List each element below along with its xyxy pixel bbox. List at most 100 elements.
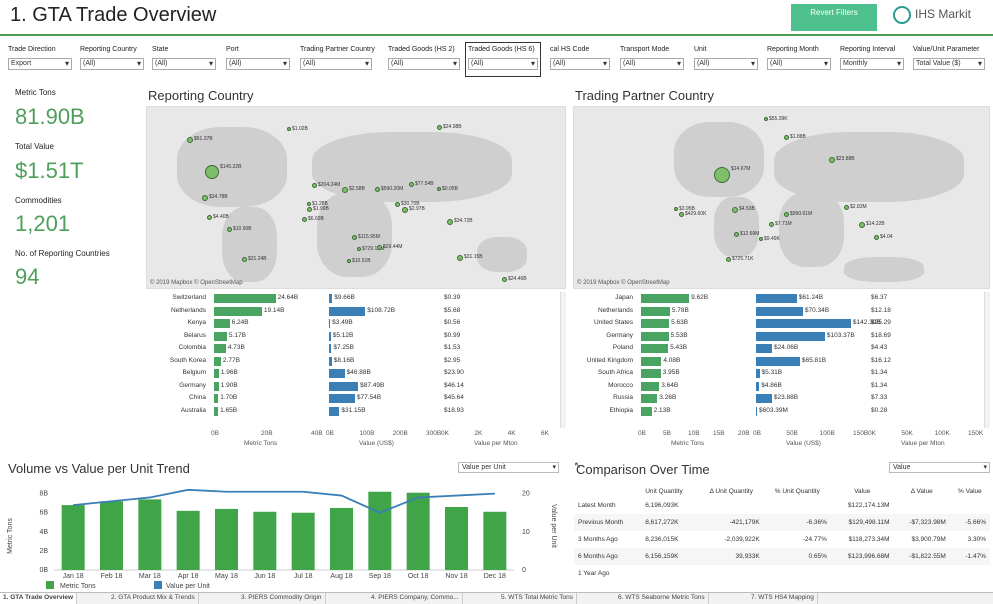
filter-select[interactable]: (All) <box>80 58 144 70</box>
bar-row[interactable]: Switzerland 24.64B $9.66B $0.39 <box>146 294 556 304</box>
map-bubble[interactable] <box>502 277 507 282</box>
filter-select[interactable]: (All) <box>152 58 216 70</box>
map-bubble[interactable] <box>187 137 193 143</box>
volume-bar <box>253 511 277 570</box>
filter-select[interactable]: Export <box>8 58 72 70</box>
map-bubble[interactable] <box>734 232 739 237</box>
reporting-country-map[interactable]: © 2019 Mapbox © OpenStreetMap $24.98B $1.… <box>146 106 566 289</box>
map-bubble[interactable] <box>357 247 361 251</box>
map-bubble[interactable] <box>307 207 312 212</box>
bar-row[interactable]: Germany 1.90B $87.49B $46.14 <box>146 381 556 392</box>
map-bubble[interactable] <box>227 227 232 232</box>
bar-row[interactable]: Belarus 5.17B $5.12B $0.99 <box>146 331 556 342</box>
filter-select[interactable]: (All) <box>620 58 684 70</box>
filter-select[interactable]: (All) <box>767 58 831 70</box>
map-bubble[interactable] <box>402 207 408 213</box>
bar-row[interactable]: Colombia 4.73B $7.25B $1.53 <box>146 344 556 354</box>
x-tick: Dec 18 <box>484 573 506 580</box>
map-bubble[interactable] <box>764 117 768 121</box>
map-bubble[interactable] <box>375 187 380 192</box>
value-bar <box>756 306 803 316</box>
map-bubble[interactable] <box>437 187 441 191</box>
map-bubble[interactable] <box>844 205 849 210</box>
map-bubble[interactable] <box>202 195 208 201</box>
sheet-tab[interactable]: 1. GTA Trade Overview <box>0 593 78 604</box>
sheet-tab[interactable]: 3. PIERS Commodity Origin <box>238 593 326 604</box>
map-bubble-label: $14.67M <box>731 166 751 172</box>
filter-select[interactable]: (All) <box>550 58 610 70</box>
map-bubble[interactable] <box>859 222 865 228</box>
comparison-cell: -5.66% <box>965 519 986 526</box>
filter-select[interactable]: (All) <box>300 58 372 70</box>
map-bubble[interactable] <box>874 235 879 240</box>
map-bubble[interactable] <box>287 127 291 131</box>
map-bubble[interactable] <box>784 212 789 217</box>
bar-row[interactable]: South Korea 2.77B $8.16B $2.95 <box>146 356 556 367</box>
bar-row[interactable]: Kenya 6.24B $3.49B $0.56 <box>146 319 556 329</box>
map-bubble[interactable] <box>342 187 348 193</box>
filter-select[interactable]: (All) <box>468 58 538 70</box>
map-bubble[interactable] <box>829 157 835 163</box>
sheet-tab[interactable]: 7. WTS HS4 Mapping <box>748 593 818 604</box>
map-bubble[interactable] <box>732 207 738 213</box>
filter-label: cal HS Code <box>550 46 590 53</box>
map-bubble[interactable] <box>674 207 678 211</box>
map-bubble[interactable] <box>242 257 247 262</box>
filter-select[interactable]: (All) <box>694 58 758 70</box>
scrollbar[interactable] <box>560 292 566 428</box>
map-bubble[interactable] <box>352 235 357 240</box>
bar-row[interactable]: China 1.70B $77.54B $45.64 <box>146 394 556 404</box>
bar-row[interactable]: Ethiopia 2.13B $603.39M $0.28 <box>573 406 983 417</box>
map-bubble[interactable] <box>377 245 382 250</box>
map-bubble[interactable] <box>307 202 311 206</box>
revert-filters-button[interactable]: Revert Filters <box>791 4 877 31</box>
map-bubble[interactable] <box>714 167 730 183</box>
filter-select[interactable]: (All) <box>388 58 460 70</box>
map-credit: © 2019 Mapbox © OpenStreetMap <box>150 280 243 286</box>
sheet-tab[interactable]: 5. WTS Total Metric Tons <box>498 593 578 604</box>
bar-row[interactable]: United States 5.63B $142.30B $25.29 <box>573 319 983 329</box>
sheet-tab[interactable]: 2. GTA Product Mix & Trends <box>108 593 199 604</box>
map-bubble[interactable] <box>447 219 453 225</box>
bar-row[interactable]: Netherlands 19.14B $108.72B $5.68 <box>146 306 556 317</box>
map-bubble[interactable] <box>759 237 763 241</box>
map-bubble[interactable] <box>409 182 414 187</box>
trading-partner-map[interactable]: © 2019 Mapbox © OpenStreetMap $55.39K $1.… <box>573 106 990 289</box>
map-bubble[interactable] <box>769 222 774 227</box>
bar-row[interactable]: Belgium 1.96B $46.88B $23.90 <box>146 369 556 379</box>
scrollbar[interactable] <box>984 292 990 428</box>
map-bubble[interactable] <box>205 165 219 179</box>
comparison-measure-select[interactable]: Value <box>889 462 990 473</box>
map-bubble[interactable] <box>457 255 463 261</box>
map-bubble[interactable] <box>312 183 317 188</box>
map-bubble[interactable] <box>395 202 400 207</box>
trend-measure-select[interactable]: Value per Unit <box>458 462 559 473</box>
bar-row[interactable]: Germany 5.53B $103.37B $18.69 <box>573 331 983 342</box>
sheet-tab[interactable]: 4. PIERS Company, Commo... <box>368 593 463 604</box>
filter-select[interactable]: Total Value ($) <box>913 58 985 70</box>
value-bar <box>756 406 757 416</box>
map-bubble[interactable] <box>784 135 789 140</box>
map-bubble[interactable] <box>207 215 212 220</box>
value-per-mton: $1.53 <box>444 344 461 351</box>
bar-row[interactable]: Russia 3.26B $23.88B $7.33 <box>573 394 983 404</box>
map-bubble[interactable] <box>437 125 442 130</box>
filter-select[interactable]: (All) <box>226 58 290 70</box>
map-bubble[interactable] <box>726 257 731 262</box>
filter-select[interactable]: Monthly <box>840 58 904 70</box>
map-bubble[interactable] <box>302 217 307 222</box>
bar-row[interactable]: Netherlands 5.78B $70.34B $12.18 <box>573 306 983 317</box>
x-tick: Aug 18 <box>330 573 352 580</box>
bar-row-name: Germany <box>179 381 206 389</box>
bar-row[interactable]: Australia 1.65B $31.15B $18.93 <box>146 406 556 417</box>
bar-row[interactable]: Morocco 3.64B $4.86B $1.34 <box>573 381 983 392</box>
sheet-tab[interactable]: 6. WTS Seaborne Metric Tons <box>615 593 709 604</box>
map-bubble-label: $10.90B <box>233 226 252 232</box>
map-bubble[interactable] <box>347 259 351 263</box>
bar-row[interactable]: South Africa 3.95B $5.31B $1.34 <box>573 369 983 379</box>
trading-partner-title: Trading Partner Country <box>575 88 714 103</box>
map-bubble[interactable] <box>679 212 684 217</box>
bar-row[interactable]: Japan 9.62B $61.24B $6.37 <box>573 294 983 304</box>
bar-row[interactable]: Poland 5.43B $24.06B $4.43 <box>573 344 983 354</box>
bar-row[interactable]: United Kingdom 4.08B $65.81B $16.12 <box>573 356 983 367</box>
